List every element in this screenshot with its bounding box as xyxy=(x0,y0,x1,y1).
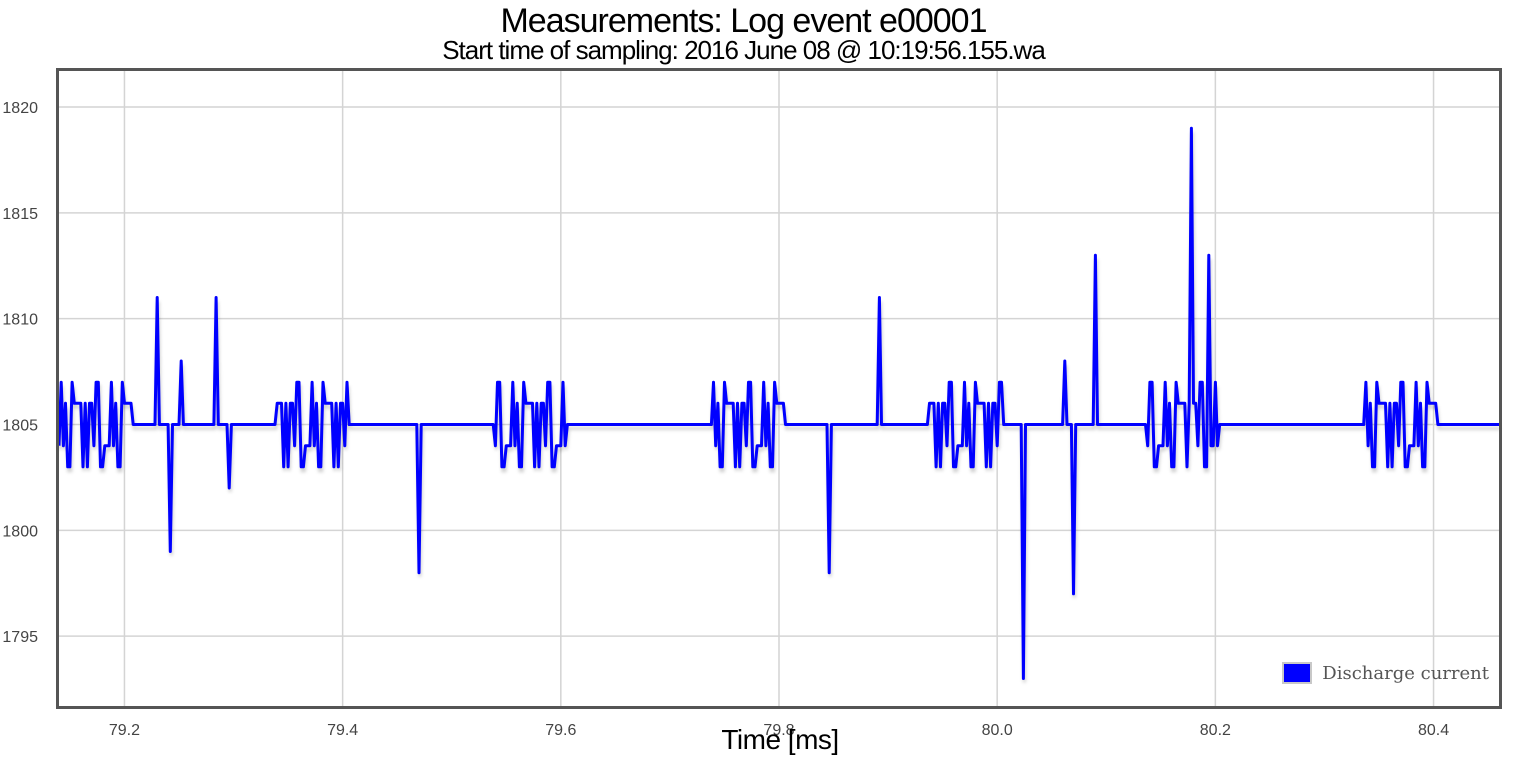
x-tick-label: 79.4 xyxy=(327,722,358,739)
y-tick-label: 1815 xyxy=(2,206,38,223)
x-tick-label: 80.4 xyxy=(1418,722,1449,739)
legend-swatch xyxy=(1282,662,1313,684)
y-tick-label: 1810 xyxy=(2,312,38,329)
x-tick-label: 79.8 xyxy=(763,722,794,739)
grid xyxy=(59,71,1499,706)
series-line-discharge-current xyxy=(57,126,1499,680)
y-tick-label: 1795 xyxy=(2,629,38,646)
y-tick-label: 1820 xyxy=(2,100,38,117)
x-tick-label: 80.2 xyxy=(1200,722,1231,739)
y-tick-label: 1805 xyxy=(2,417,38,434)
y-tick-label: 1800 xyxy=(2,523,38,540)
legend[interactable]: Discharge current xyxy=(1282,662,1489,684)
plot-frame xyxy=(56,68,1502,709)
x-axis-label: Time [ms] xyxy=(721,724,839,755)
series-layer xyxy=(57,126,1500,683)
chart-subtitle: Start time of sampling: 2016 June 08 @ 1… xyxy=(442,35,1046,65)
x-tick-label: 80.0 xyxy=(982,722,1013,739)
x-tick-label: 79.2 xyxy=(109,722,140,739)
chart-title: Measurements: Log event e00001 xyxy=(500,2,987,40)
x-tick-label: 79.6 xyxy=(545,722,576,739)
axis-ticks: 79.2 79.4 79.6 79.8 80.0 80.2 80.4 1795 1800 1805… xyxy=(2,100,1449,739)
legend-label: Discharge current xyxy=(1322,662,1489,684)
